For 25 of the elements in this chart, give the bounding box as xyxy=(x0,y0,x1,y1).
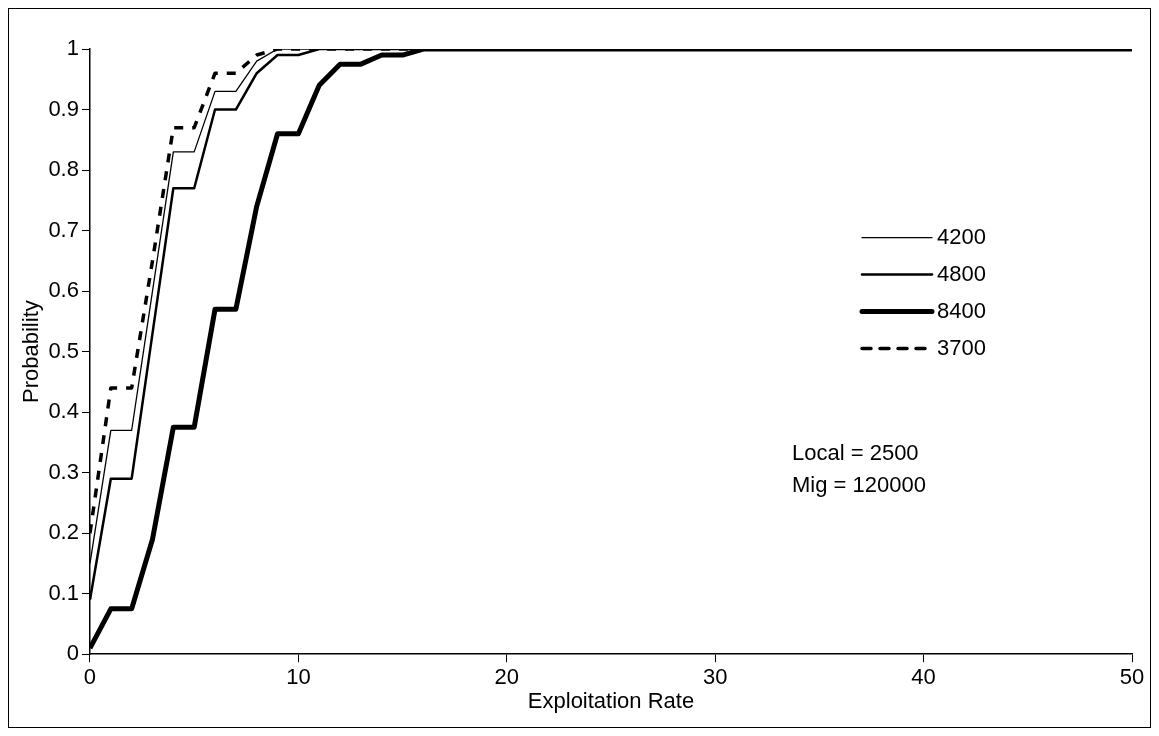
annotation: Mig = 120000 xyxy=(792,472,926,498)
y-tick-label: 0.3 xyxy=(48,458,79,484)
y-tick-label: 0.9 xyxy=(48,95,79,121)
annotation: Local = 2500 xyxy=(792,440,919,466)
y-tick-label: 1 xyxy=(66,35,79,61)
x-tick-label: 10 xyxy=(286,664,311,690)
y-tick-label: 0.4 xyxy=(48,398,79,424)
x-tick-label: 30 xyxy=(702,664,728,690)
x-axis-title: Exploitation Rate xyxy=(527,687,695,713)
legend-label: 4200 xyxy=(937,223,986,249)
y-tick-label: 0.5 xyxy=(48,337,79,363)
y-tick-label: 0.6 xyxy=(48,277,79,303)
legend-label: 4800 xyxy=(937,260,986,286)
y-tick-label: 0.2 xyxy=(48,519,79,545)
x-tick-label: 40 xyxy=(911,664,936,690)
x-tick-label: 20 xyxy=(494,664,520,690)
y-tick-label: 0 xyxy=(66,640,79,666)
y-axis-title: Probability xyxy=(18,300,44,403)
x-tick-label: 50 xyxy=(1119,664,1145,690)
legend-label: 3700 xyxy=(937,334,986,360)
y-tick-label: 0.7 xyxy=(48,216,79,242)
y-tick-label: 0.1 xyxy=(48,579,79,605)
y-tick-label: 0.8 xyxy=(48,156,79,182)
legend-label: 8400 xyxy=(937,297,986,323)
x-tick-label: 0 xyxy=(83,664,97,690)
